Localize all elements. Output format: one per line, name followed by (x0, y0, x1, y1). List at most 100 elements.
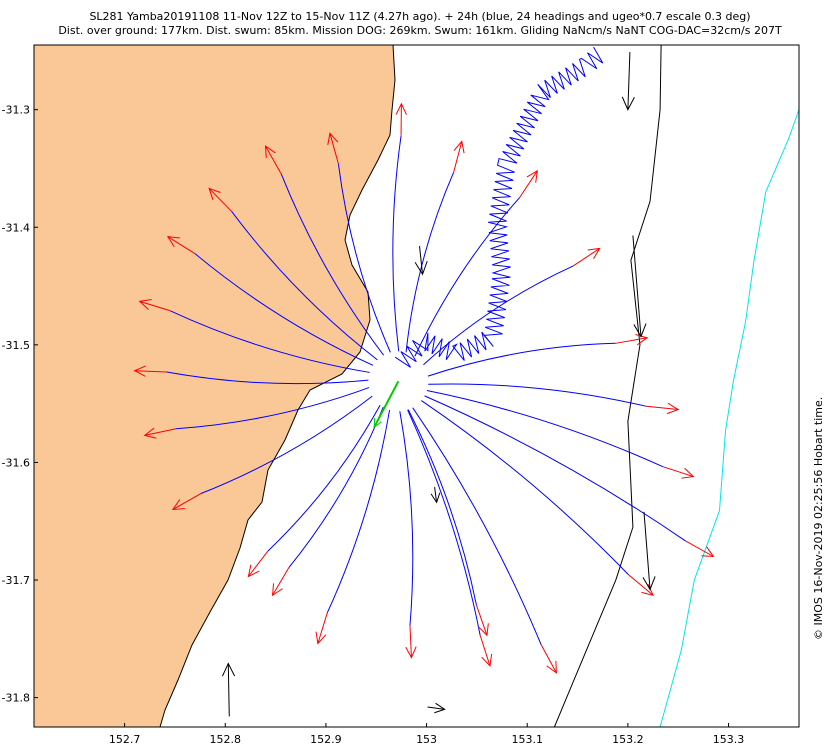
shelf-edge-line (553, 45, 662, 727)
heading-track-23 (337, 163, 391, 353)
heading-arrowhead-4 (635, 334, 649, 346)
heading-arrowhead-11 (478, 623, 489, 637)
x-tick-label-0: 152.7 (109, 733, 141, 746)
heading-track-20 (194, 253, 374, 366)
heading-arrowhead-5 (666, 402, 680, 415)
y-tick-label-3: -31.6 (2, 456, 30, 469)
x-tick-label-1: 152.8 (210, 733, 242, 746)
heading-track-21 (231, 210, 378, 361)
heading-arrow-shaft-16 (172, 493, 201, 510)
heading-track-19 (170, 310, 370, 373)
heading-arrowhead-14 (271, 583, 283, 597)
current-vector-3 (434, 487, 438, 503)
current-vector-head-4 (642, 576, 656, 591)
isobath-line (659, 109, 799, 727)
heading-arrow-shaft-11 (475, 604, 488, 636)
heading-track-14 (288, 406, 384, 569)
heading-arrow-shaft-9 (540, 644, 557, 674)
current-vector-5 (227, 663, 230, 717)
heading-track-22 (280, 173, 385, 356)
glider-heading-arrowhead (373, 418, 382, 429)
current-vector-2 (632, 235, 642, 337)
current-vector-1 (419, 246, 424, 275)
heading-track-4 (427, 342, 616, 377)
current-vector-head-5 (221, 662, 236, 677)
y-tick-label-0: -31.3 (2, 104, 30, 117)
x-tick-label-3: 153 (416, 733, 437, 746)
heading-arrowhead-18 (133, 365, 146, 377)
y-axis: -31.3 -31.4 -31.5 -31.6 -31.7 -31.8 (2, 104, 38, 705)
heading-track-2 (414, 197, 521, 357)
past-track (394, 46, 604, 368)
heading-arrowhead-12 (405, 646, 417, 659)
current-vector-0 (627, 52, 631, 110)
x-tick-label-6: 153.3 (713, 733, 745, 746)
heading-arrow-shaft-6 (662, 466, 694, 478)
current-vector-head-3 (430, 492, 441, 504)
heading-arrowhead-20 (166, 236, 180, 248)
heading-arrow-shaft-5 (646, 405, 679, 411)
y-tick-label-5: -31.8 (2, 692, 30, 705)
heading-arrowhead-23 (327, 132, 339, 146)
heading-track-16 (200, 395, 373, 495)
heading-track-6 (426, 390, 664, 468)
heading-arrowhead-1 (453, 140, 465, 154)
heading-track-11 (407, 409, 477, 606)
heading-arrow-shaft-4 (615, 337, 648, 344)
plot-frame (33, 44, 800, 728)
heading-arrow-shaft-7 (685, 540, 714, 557)
heading-arrowhead-10 (481, 653, 493, 667)
chart-title-line-2: Dist. over ground: 177km. Dist. swum: 85… (58, 24, 782, 37)
heading-track-15 (267, 404, 381, 552)
heading-arrowhead-0 (395, 102, 407, 115)
heading-arrow-shaft-19 (139, 300, 171, 312)
heading-track-10 (407, 409, 481, 636)
heading-arrowhead-9 (546, 660, 557, 674)
current-vector-head-2 (633, 323, 647, 338)
current-vector-head-6 (434, 702, 446, 714)
heading-arrowhead-2 (526, 169, 538, 183)
heading-arrow-shaft-17 (144, 428, 177, 436)
heading-track-1 (405, 172, 455, 353)
heading-arrowhead-13 (315, 631, 327, 645)
x-tick-label-2: 152.9 (310, 733, 342, 746)
heading-arrow-shaft-20 (167, 236, 196, 255)
y-tick-label-2: -31.5 (2, 339, 30, 352)
heading-arrowhead-16 (171, 499, 185, 511)
heading-track-18 (166, 371, 369, 385)
heading-arrow-shaft-8 (628, 574, 654, 596)
heading-track-0 (392, 135, 402, 352)
heading-arrowhead-19 (138, 299, 152, 310)
chart-title-line-1: SL281 Yamba20191108 11-Nov 12Z to 15-Nov… (89, 10, 751, 23)
x-axis: 152.7 152.8 152.9 153 153.1 153.2 153.3 (109, 723, 744, 746)
x-tick-label-4: 153.1 (511, 733, 543, 746)
heading-arrow-shaft-1 (453, 141, 463, 173)
heading-track-9 (412, 407, 542, 645)
heading-track-7 (424, 395, 686, 542)
heading-arrow-shaft-18 (134, 370, 167, 373)
heading-arrow-shaft-21 (208, 188, 232, 212)
heading-arrow-shaft-12 (409, 625, 412, 658)
heading-track-17 (175, 387, 370, 430)
heading-arrowhead-3 (587, 247, 601, 259)
y-tick-label-4: -31.7 (2, 574, 30, 587)
heading-arrow-shaft-3 (572, 248, 600, 267)
coastline-land (34, 45, 396, 727)
y-tick-label-1: -31.4 (2, 221, 30, 234)
heading-arrow-shaft-23 (329, 133, 339, 165)
heading-arrowhead-6 (681, 467, 695, 479)
heading-arrowhead-7 (701, 546, 715, 558)
heading-track-3 (423, 265, 574, 366)
heading-arrowhead-22 (264, 145, 276, 159)
glider-heading-arrow (373, 380, 400, 428)
heading-track-12 (399, 411, 414, 626)
heading-arrowhead-15 (247, 564, 260, 578)
heading-track-5 (428, 383, 647, 407)
x-tick-label-5: 153.2 (612, 733, 644, 746)
heading-arrow-shaft-14 (272, 567, 290, 596)
heading-arrowhead-21 (208, 187, 221, 200)
heading-arrowhead-17 (143, 427, 157, 439)
current-vector-6 (427, 706, 445, 710)
heading-arrow-shaft-22 (265, 145, 282, 175)
